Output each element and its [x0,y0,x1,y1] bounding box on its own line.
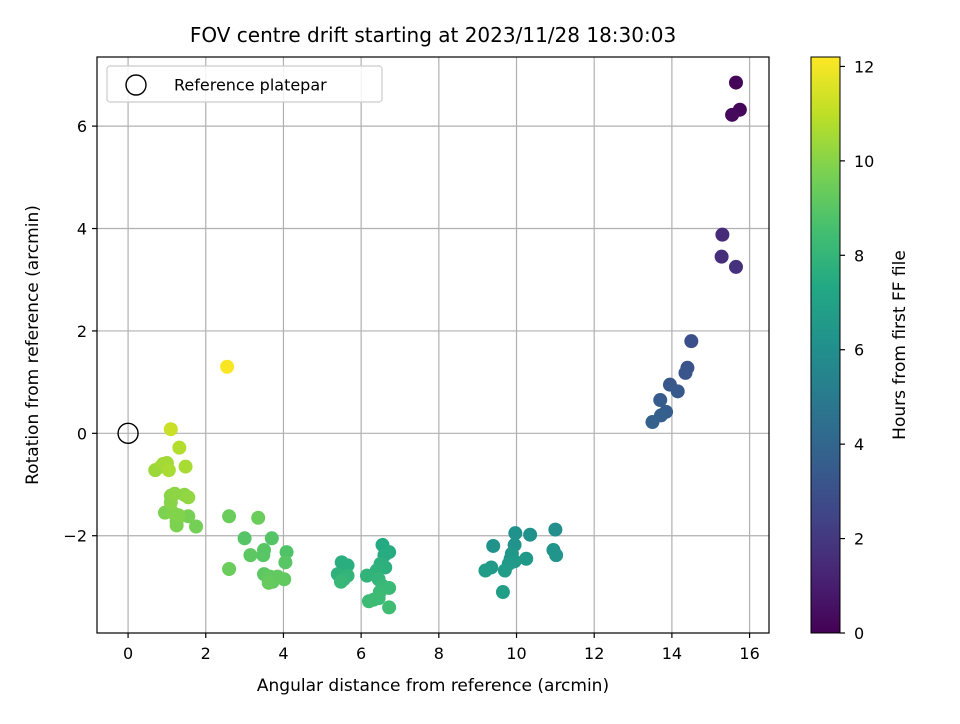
colorbar-tick-label: 0 [854,624,864,643]
drift-point [189,519,204,534]
colorbar-tick-label: 2 [854,530,864,549]
y-tick-label: 2 [77,322,87,341]
x-tick-label: 10 [506,644,526,663]
drift-point [728,75,743,90]
drift-point [728,259,743,274]
x-axis-label: Angular distance from reference (arcmin) [257,676,609,696]
drift-point [359,568,374,583]
drift-point [333,574,348,589]
drift-point [163,422,178,437]
drift-point [548,522,563,537]
legend: Reference platepar [106,65,383,103]
drift-point [220,359,235,374]
colorbar: 0 2 4 6 8 10 12 Hours from first FF file [810,56,910,643]
drift-point [519,551,534,566]
drift-point [497,563,512,578]
drift-point [549,548,564,563]
x-tick-label: 4 [278,644,288,663]
y-axis-label: Rotation from reference (arcmin) [23,205,43,485]
colorbar-ticks: 0 2 4 6 8 10 12 [840,57,874,643]
y-tick-label: 6 [77,117,87,136]
drift-point [725,107,740,122]
colorbar-label: Hours from first FF file [890,250,910,440]
y-tick-label: −2 [63,527,87,546]
drift-point [222,509,237,524]
y-tick-label: 0 [77,424,87,443]
drift-point [486,538,501,553]
colorbar-tick-label: 10 [854,152,874,171]
legend-box [106,65,383,103]
drift-point [653,393,668,408]
drift-point [172,440,187,455]
x-tick-label: 2 [201,644,211,663]
y-axis-ticks: −2 0 2 4 6 [63,117,97,546]
drift-point [161,463,176,478]
drift-point [237,531,252,546]
drift-point [478,563,493,578]
colorbar-gradient [810,56,841,634]
drift-point [261,575,276,590]
drift-point [178,459,193,474]
x-tick-label: 8 [434,644,444,663]
drift-point [181,490,196,505]
drift-point [508,526,523,541]
grid-lines [97,57,769,633]
drift-point [340,558,355,573]
drift-point [678,365,693,380]
colorbar-tick-label: 12 [854,57,874,76]
x-tick-label: 0 [123,644,133,663]
legend-label-reference: Reference platepar [174,76,327,95]
drift-point [264,531,279,546]
colorbar-tick-label: 8 [854,246,864,265]
colorbar-tick-label: 4 [854,435,864,454]
drift-point [670,384,685,399]
drift-point [523,527,538,542]
x-tick-label: 12 [584,644,604,663]
y-tick-label: 4 [77,220,87,239]
drift-point [256,548,271,563]
legend-marker-reference [125,74,147,96]
drift-point [279,545,294,560]
drift-point [243,548,258,563]
drift-point [714,249,729,264]
reference-platepar-marker [117,422,139,445]
drift-point [684,334,699,349]
colorbar-tick-label: 6 [854,341,864,360]
drift-point [645,415,660,430]
drift-point [715,227,730,242]
data-points [117,75,747,615]
drift-point [222,562,237,576]
drift-point [382,600,397,615]
x-tick-label: 14 [662,644,682,663]
drift-point [171,508,186,523]
drift-point [366,592,381,607]
drift-point [278,555,293,570]
drift-point [495,585,510,600]
x-tick-label: 6 [356,644,366,663]
x-axis-ticks: 0 2 4 6 8 10 12 14 16 [123,633,760,663]
x-tick-label: 16 [739,644,759,663]
plot-frame [96,56,770,634]
drift-point [277,572,292,587]
chart-title: FOV centre drift starting at 2023/11/28 … [190,23,676,47]
drift-point [251,510,266,525]
